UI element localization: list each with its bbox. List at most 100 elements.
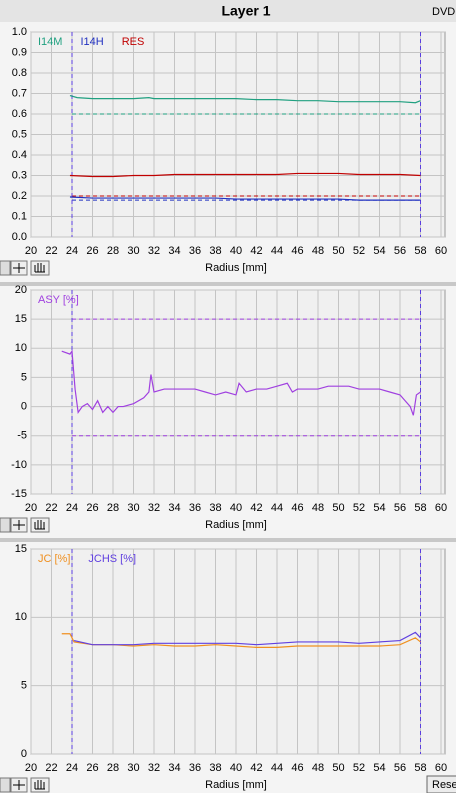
x-tick-label: 36 bbox=[189, 245, 201, 257]
y-tick-label: -10 bbox=[11, 459, 27, 471]
reset-label[interactable]: Reset bbox=[432, 779, 456, 791]
y-tick-label: 15 bbox=[15, 543, 27, 555]
zoom-button[interactable] bbox=[0, 517, 11, 533]
y-tick-label: 5 bbox=[21, 371, 27, 383]
x-tick-label: 46 bbox=[291, 502, 303, 514]
x-tick-label: 38 bbox=[209, 762, 221, 774]
x-tick-label: 54 bbox=[373, 502, 385, 514]
y-tick-label: 0.1 bbox=[12, 210, 27, 222]
zoom-button[interactable] bbox=[0, 260, 11, 276]
series-line bbox=[69, 196, 421, 201]
plot-area bbox=[30, 548, 446, 755]
y-tick-label: 0.5 bbox=[12, 128, 27, 140]
x-tick-label: 44 bbox=[271, 762, 283, 774]
separator bbox=[0, 538, 456, 542]
series-line bbox=[69, 172, 421, 178]
x-tick-label: 42 bbox=[250, 762, 262, 774]
x-tick-label: 28 bbox=[107, 762, 119, 774]
y-tick-label: 15 bbox=[15, 313, 27, 325]
hand-button[interactable] bbox=[30, 777, 50, 793]
x-tick-label: 48 bbox=[312, 245, 324, 257]
x-tick-label: 42 bbox=[250, 502, 262, 514]
x-tick-label: 50 bbox=[332, 502, 344, 514]
x-tick-label: 54 bbox=[373, 245, 385, 257]
x-tick-label: 46 bbox=[291, 762, 303, 774]
legend-label: RES bbox=[122, 36, 145, 48]
x-tick-label: 30 bbox=[127, 762, 139, 774]
x-tick-label: 26 bbox=[86, 762, 98, 774]
x-tick-label: 56 bbox=[394, 245, 406, 257]
x-tick-label: 50 bbox=[332, 762, 344, 774]
zoom-button[interactable] bbox=[0, 777, 11, 793]
series-line bbox=[61, 349, 421, 416]
x-tick-label: 38 bbox=[209, 502, 221, 514]
y-tick-label: 0.8 bbox=[12, 67, 27, 79]
x-tick-label: 30 bbox=[127, 502, 139, 514]
title-bar bbox=[0, 0, 456, 22]
x-tick-label: 22 bbox=[45, 245, 57, 257]
y-tick-label: 0.3 bbox=[12, 169, 27, 181]
x-tick-label: 24 bbox=[66, 762, 78, 774]
x-tick-label: 32 bbox=[148, 762, 160, 774]
x-tick-label: 36 bbox=[189, 762, 201, 774]
cross-icon bbox=[13, 520, 25, 530]
x-tick-label: 56 bbox=[394, 502, 406, 514]
corner-label: DVD bbox=[432, 6, 455, 18]
x-tick-label: 28 bbox=[107, 245, 119, 257]
x-tick-label: 60 bbox=[435, 245, 447, 257]
x-tick-label: 52 bbox=[353, 245, 365, 257]
x-tick-label: 46 bbox=[291, 245, 303, 257]
x-tick-label: 20 bbox=[25, 762, 37, 774]
hand-icon bbox=[34, 520, 45, 530]
y-tick-label: 0 bbox=[21, 400, 27, 412]
x-tick-label: 34 bbox=[168, 502, 180, 514]
y-tick-label: -15 bbox=[11, 488, 27, 500]
y-tick-label: 20 bbox=[15, 284, 27, 296]
y-tick-label: 1.0 bbox=[12, 26, 27, 38]
y-tick-label: 10 bbox=[15, 342, 27, 354]
x-tick-label: 52 bbox=[353, 762, 365, 774]
x-tick-label: 36 bbox=[189, 502, 201, 514]
x-axis-label: Radius [mm] bbox=[205, 779, 267, 791]
x-tick-label: 44 bbox=[271, 502, 283, 514]
legend-label: I14M bbox=[38, 36, 62, 48]
y-tick-label: 0.0 bbox=[12, 231, 27, 243]
x-axis-label: Radius [mm] bbox=[205, 262, 267, 274]
hand-button[interactable] bbox=[30, 260, 50, 276]
x-tick-label: 40 bbox=[230, 762, 242, 774]
hand-button[interactable] bbox=[30, 517, 50, 533]
hand-icon bbox=[34, 263, 45, 273]
x-tick-label: 48 bbox=[312, 762, 324, 774]
x-tick-label: 50 bbox=[332, 245, 344, 257]
cross-icon bbox=[13, 263, 25, 273]
x-tick-label: 58 bbox=[414, 502, 426, 514]
y-tick-label: 0.4 bbox=[12, 149, 27, 161]
x-tick-label: 32 bbox=[148, 502, 160, 514]
series-line bbox=[73, 631, 421, 646]
plot-area bbox=[30, 289, 446, 495]
x-tick-label: 54 bbox=[373, 762, 385, 774]
x-tick-label: 58 bbox=[414, 762, 426, 774]
legend-label: JC [%] bbox=[38, 553, 70, 565]
x-tick-label: 38 bbox=[209, 245, 221, 257]
y-tick-label: 10 bbox=[15, 611, 27, 623]
x-tick-label: 28 bbox=[107, 502, 119, 514]
x-tick-label: 24 bbox=[66, 245, 78, 257]
y-tick-label: 0.2 bbox=[12, 190, 27, 202]
y-tick-label: 5 bbox=[21, 680, 27, 692]
x-tick-label: 22 bbox=[45, 502, 57, 514]
x-tick-label: 34 bbox=[168, 762, 180, 774]
x-tick-label: 20 bbox=[25, 245, 37, 257]
x-tick-label: 60 bbox=[435, 762, 447, 774]
reset-button[interactable] bbox=[426, 775, 456, 793]
x-tick-label: 56 bbox=[394, 762, 406, 774]
x-tick-label: 48 bbox=[312, 502, 324, 514]
x-tick-label: 26 bbox=[86, 502, 98, 514]
x-tick-label: 20 bbox=[25, 502, 37, 514]
x-tick-label: 32 bbox=[148, 245, 160, 257]
separator bbox=[0, 282, 456, 286]
x-tick-label: 52 bbox=[353, 502, 365, 514]
x-tick-label: 58 bbox=[414, 245, 426, 257]
x-tick-label: 34 bbox=[168, 245, 180, 257]
